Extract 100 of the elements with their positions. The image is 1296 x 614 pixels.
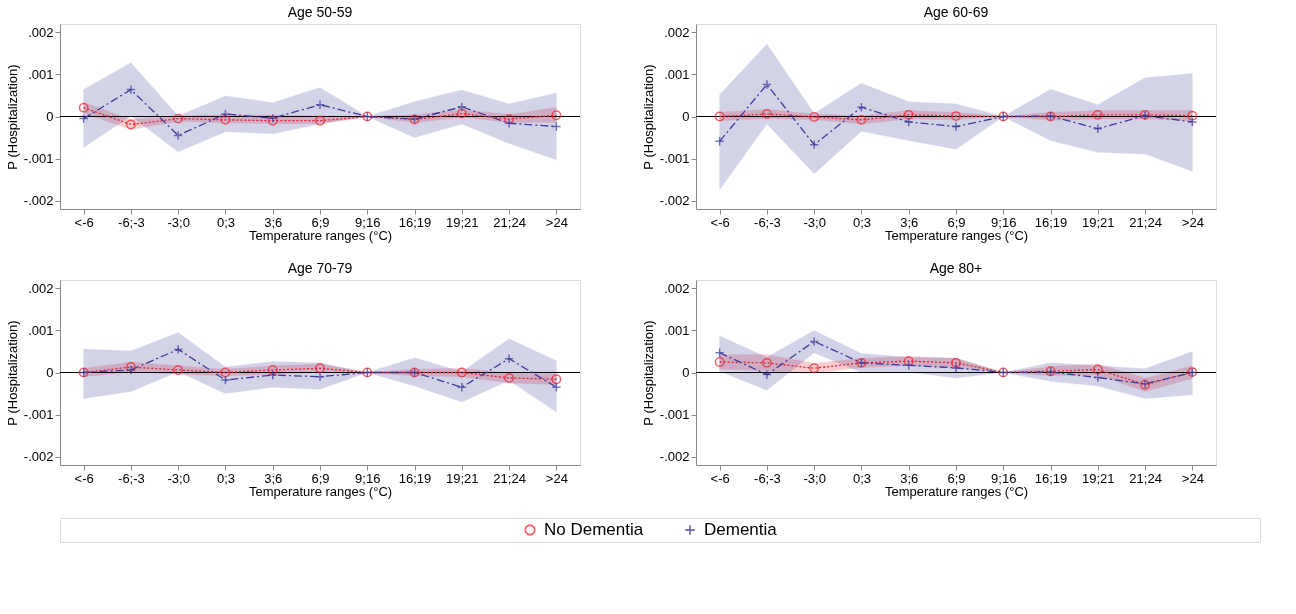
point <box>761 79 772 90</box>
y-tick-label: -.002 <box>23 193 54 209</box>
x-tick-label: 19;21 <box>1082 470 1115 486</box>
point <box>951 121 961 132</box>
x-tick-label: 16;19 <box>398 470 432 486</box>
point <box>903 109 914 120</box>
x-tick-label: >24 <box>545 470 568 486</box>
x-tick-label: 19;21 <box>446 214 479 230</box>
point <box>714 111 725 122</box>
x-tick-label: 19;21 <box>1082 214 1115 230</box>
legend-label: Dementia <box>704 520 778 539</box>
x-axis-title: Temperature ranges (°C) <box>884 227 1029 243</box>
point <box>714 357 725 367</box>
chart-title: Age 80+ <box>929 260 983 276</box>
y-tick-label: 0 <box>682 109 690 124</box>
point <box>173 365 184 375</box>
point <box>761 369 772 380</box>
x-tick-label: 3;6 <box>900 470 919 486</box>
y-tick-label: .001 <box>664 66 690 82</box>
chart-title: Age 50-59 <box>287 4 353 20</box>
point <box>315 363 325 374</box>
x-tick-label: 9;16 <box>355 214 381 230</box>
y-tick-label: .001 <box>28 66 54 82</box>
x-tick-label: -6;-3 <box>118 470 145 486</box>
point <box>504 114 515 124</box>
point <box>220 375 231 385</box>
x-axis-title: Temperature ranges (°C) <box>884 483 1029 499</box>
point <box>551 382 562 393</box>
y-tick-label: -.001 <box>23 151 54 167</box>
y-tick-label: .001 <box>28 322 54 338</box>
y-tick-label: -.002 <box>659 193 690 209</box>
x-tick-label: 6;9 <box>947 214 966 230</box>
y-tick-label: 0 <box>46 365 54 380</box>
point <box>456 101 467 112</box>
x-tick-label: -6;-3 <box>754 470 781 486</box>
point <box>504 118 515 129</box>
point <box>1092 109 1103 120</box>
x-tick-label: 0;3 <box>852 214 871 230</box>
point <box>220 367 231 378</box>
point <box>809 112 820 122</box>
x-tick-label: 0;3 <box>852 470 871 486</box>
x-tick-label: -6;-3 <box>118 214 145 230</box>
x-tick-label: >24 <box>1181 470 1204 486</box>
point <box>551 110 562 121</box>
point <box>456 108 467 119</box>
point <box>1187 117 1198 127</box>
x-tick-label: <-6 <box>710 470 730 486</box>
point <box>78 102 89 113</box>
point <box>220 114 231 125</box>
point <box>1092 372 1103 383</box>
point <box>173 113 184 124</box>
y-tick-label: -.001 <box>659 407 690 423</box>
x-tick-label: 3;6 <box>900 214 919 230</box>
x-tick-label: 6;9 <box>947 470 966 486</box>
point <box>173 130 184 141</box>
point <box>220 109 231 119</box>
x-tick-label: 21;24 <box>493 470 526 486</box>
point <box>856 114 867 125</box>
y-tick-label: .002 <box>28 24 54 40</box>
point <box>456 382 467 393</box>
point <box>504 353 515 364</box>
y-axis-title: P (Hospitalization) <box>4 64 20 170</box>
point <box>125 84 136 95</box>
x-tick-label: -3;0 <box>167 214 190 230</box>
x-tick-label: 9;16 <box>991 470 1017 486</box>
x-tick-label: -3;0 <box>803 470 826 486</box>
point <box>173 344 184 355</box>
x-tick-label: 6;9 <box>311 470 330 486</box>
x-tick-label: 16;19 <box>1034 214 1068 230</box>
x-tick-label: -3;0 <box>803 214 826 230</box>
x-tick-label: <-6 <box>74 470 94 486</box>
y-tick-label: -.002 <box>23 449 54 465</box>
y-tick-label: .001 <box>664 322 690 338</box>
y-tick-label: .002 <box>664 280 690 296</box>
y-tick-label: 0 <box>46 109 54 124</box>
legend-label: No Dementia <box>544 520 644 539</box>
x-tick-label: -3;0 <box>167 470 190 486</box>
point <box>761 357 772 368</box>
x-tick-label: <-6 <box>74 214 94 230</box>
x-axis-title: Temperature ranges (°C) <box>248 227 393 243</box>
point <box>761 109 772 119</box>
x-tick-label: >24 <box>545 214 568 230</box>
x-tick-label: 9;16 <box>355 470 381 486</box>
x-tick-label: 16;19 <box>1034 470 1068 486</box>
point <box>456 367 467 378</box>
x-tick-label: 3;6 <box>264 214 283 230</box>
point <box>809 363 820 374</box>
x-tick-label: 3;6 <box>264 470 283 486</box>
point <box>903 356 914 367</box>
x-tick-label: 21;24 <box>1129 470 1162 486</box>
y-tick-label: -.001 <box>23 407 54 423</box>
point <box>809 139 820 150</box>
y-tick-label: .002 <box>28 280 54 296</box>
x-tick-label: 19;21 <box>446 470 479 486</box>
point <box>267 365 278 375</box>
y-axis-title: P (Hospitalization) <box>4 320 20 426</box>
chart-title: Age 70-79 <box>287 260 353 276</box>
x-tick-label: 9;16 <box>991 214 1017 230</box>
y-tick-label: -.001 <box>659 151 690 167</box>
x-tick-label: <-6 <box>710 214 730 230</box>
